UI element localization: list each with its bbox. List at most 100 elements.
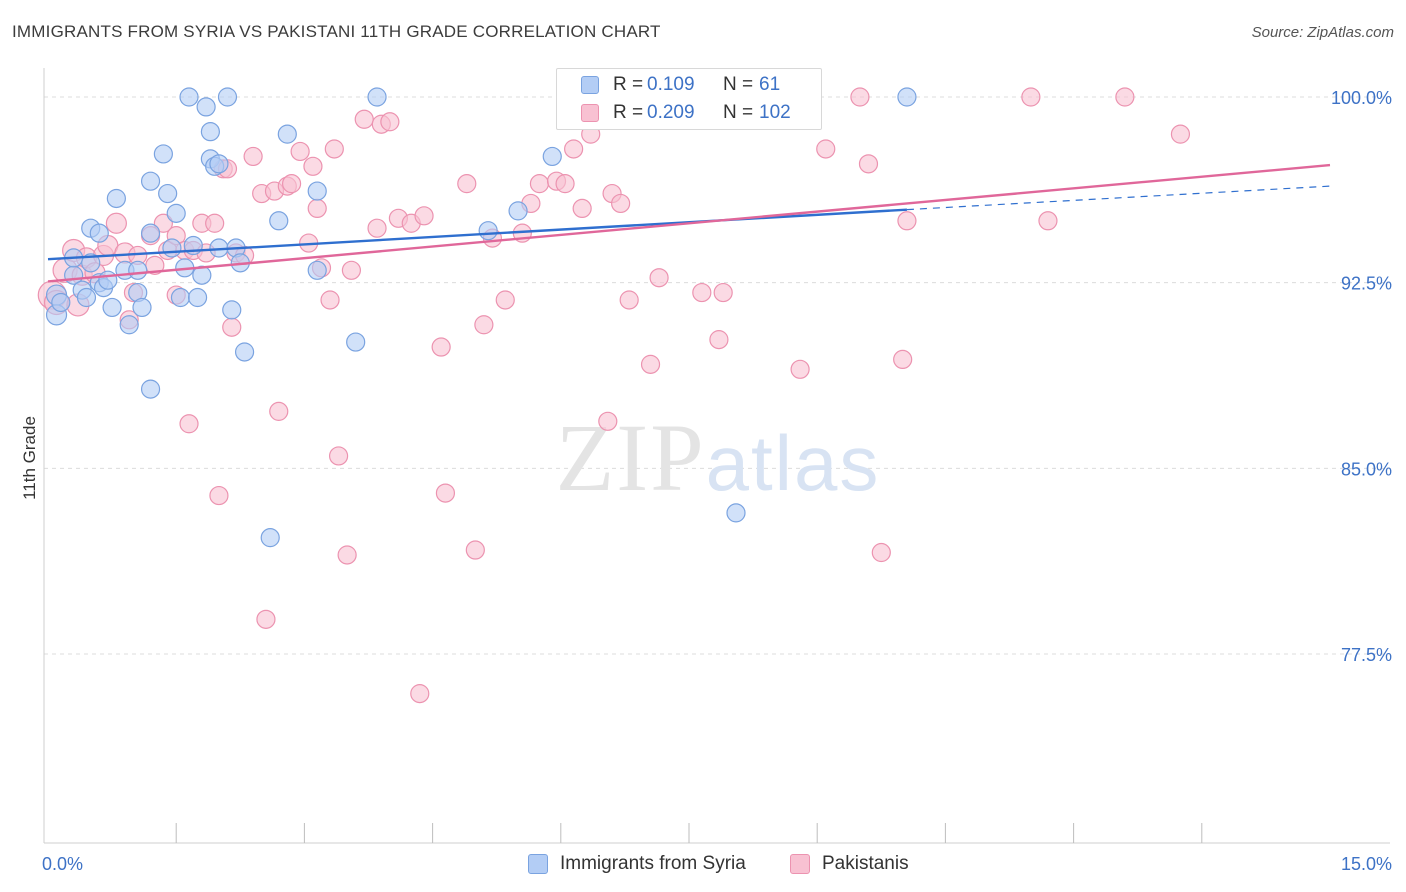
syria-point-49 [346, 332, 366, 352]
pakistanis-point-94 [1038, 211, 1058, 231]
syria-point-25 [162, 238, 182, 258]
pakistanis-point-46 [324, 139, 344, 159]
syria-n-label: N = [723, 74, 754, 95]
pakistanis-legend-label: Pakistanis [822, 853, 909, 874]
source-value[interactable]: ZipAtlas.com [1307, 24, 1394, 41]
syria-point-20 [140, 171, 161, 191]
pakistanis-point-76 [611, 193, 631, 214]
pakistanis-point-83 [709, 330, 729, 350]
pakistanis-point-59 [435, 483, 456, 503]
source-label: Source: [1251, 24, 1304, 41]
syria-point-29 [179, 87, 199, 107]
syria-legend-swatch [528, 854, 548, 874]
pakistanis-point-56 [410, 684, 430, 704]
syria-point-55 [897, 87, 917, 107]
syria-point-31 [187, 287, 208, 308]
syria-point-53 [542, 146, 562, 167]
pakistanis-point-64 [495, 290, 515, 310]
pakistanis-point-51 [367, 218, 387, 238]
pakistanis-point-62 [474, 315, 494, 335]
syria-swatch [581, 76, 599, 94]
pakistanis-point-35 [256, 609, 276, 629]
pakistanis-point-30 [222, 317, 242, 337]
pakistanis-point-85 [790, 359, 810, 379]
pakistanis-n-value: 102 [759, 102, 791, 123]
syria-point-43 [234, 342, 255, 362]
syria-point-22 [140, 379, 161, 399]
watermark-atlas: atlas [706, 419, 881, 507]
pakistanis-point-87 [816, 139, 836, 159]
syria-point-37 [209, 154, 229, 174]
chart-title: IMMIGRANTS FROM SYRIA VS PAKISTANI 11TH … [12, 22, 661, 41]
x-tick-label-0: 0.0% [42, 854, 83, 874]
y-tick-label-2: 85.0% [1341, 459, 1392, 479]
pakistanis-point-92 [897, 211, 917, 231]
pakistanis-point-70 [564, 139, 584, 159]
syria-point-14 [106, 188, 126, 209]
source-credit: Source: ZipAtlas.com [1252, 24, 1394, 41]
stats-legend: R = 0.109 N = 61 R = 0.209 N = 102 [556, 68, 822, 130]
pakistanis-point-91 [893, 349, 913, 370]
pakistanis-point-82 [692, 282, 712, 303]
pakistanis-point-10 [105, 212, 127, 234]
pakistanis-point-50 [354, 109, 374, 129]
syria-point-16 [119, 315, 139, 335]
pakistanis-point-27 [209, 485, 229, 506]
y-axis-title: 11th Grade [20, 416, 39, 500]
pakistanis-point-22 [179, 414, 199, 434]
syria-point-40 [222, 300, 242, 320]
syria-point-50 [367, 87, 387, 107]
pakistanis-r-label: R = [613, 102, 644, 123]
syria-point-12 [98, 270, 118, 290]
y-tick-label-0: 100.0% [1331, 88, 1392, 108]
pakistanis-point-53 [380, 112, 400, 132]
syria-point-19 [132, 297, 152, 318]
syria-point-45 [269, 211, 289, 231]
syria-point-33 [196, 97, 216, 117]
pakistanis-point-89 [858, 154, 879, 174]
pakistanis-point-58 [431, 337, 451, 357]
syria-point-21 [140, 223, 161, 243]
pakistanis-point-42 [303, 156, 323, 176]
syria-point-2 [51, 292, 71, 313]
syria-point-13 [102, 297, 122, 318]
x-tick-label-1: 15.0% [1341, 854, 1392, 874]
pakistanis-point-71 [572, 198, 592, 218]
pakistanis-legend-swatch [790, 854, 810, 874]
y-tick-label-3: 77.5% [1341, 645, 1392, 665]
syria-point-35 [200, 122, 220, 142]
syria-point-6 [76, 287, 97, 308]
syria-point-48 [307, 260, 327, 280]
syria-r-label: R = [613, 74, 644, 95]
syria-legend-label: Immigrants from Syria [560, 853, 746, 874]
syria-point-10 [89, 223, 109, 243]
syria-point-26 [166, 203, 186, 223]
pakistanis-point-33 [243, 146, 263, 167]
pakistanis-point-17 [153, 213, 173, 233]
syria-r-value: 0.109 [647, 74, 695, 95]
pakistanis-point-95 [1115, 87, 1135, 107]
pakistanis-swatch [581, 104, 599, 122]
pakistanis-point-80 [649, 268, 669, 288]
syria-point-24 [158, 183, 178, 204]
syria-point-52 [508, 201, 528, 221]
pakistanis-r-value: 0.209 [647, 102, 695, 123]
syria-point-44 [260, 528, 280, 548]
syria-point-23 [153, 144, 173, 164]
pakistanis-point-88 [850, 87, 870, 107]
syria-trend-extension [906, 185, 1331, 211]
syria-point-39 [217, 87, 238, 107]
pakistanis-point-49 [341, 260, 362, 280]
pakistanis-point-79 [640, 354, 661, 374]
pakistanis-point-93 [1021, 87, 1041, 107]
pakistanis-point-47 [328, 446, 349, 466]
syria-point-32 [192, 265, 212, 285]
syria-point-7 [81, 253, 101, 273]
pakistanis-point-48 [337, 545, 357, 565]
syria-trend-line [47, 208, 908, 261]
pakistanis-point-74 [598, 411, 618, 431]
syria-point-17 [128, 260, 148, 280]
pakistanis-point-84 [713, 282, 733, 303]
pakistanis-point-60 [457, 174, 477, 194]
watermark: ZIPatlas [556, 404, 881, 511]
